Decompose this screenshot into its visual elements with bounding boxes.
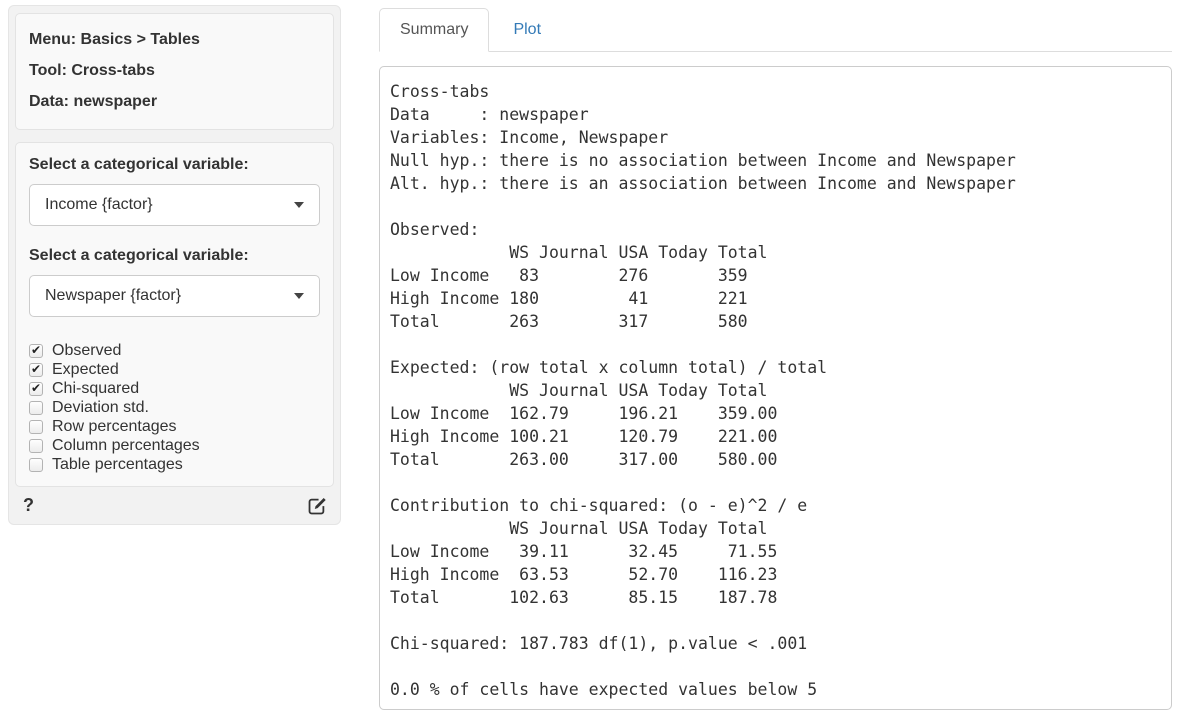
checkbox-box: [29, 400, 43, 415]
checkbox-box: ✔: [29, 381, 43, 396]
sidebar: Menu: Basics > Tables Tool: Cross-tabs D…: [8, 5, 341, 525]
variable1-select-label: Select a categorical variable:: [29, 156, 249, 173]
analysis-info-panel: Menu: Basics > Tables Tool: Cross-tabs D…: [15, 13, 334, 130]
checkbox-box: [29, 419, 43, 434]
sidebar-footer: ?: [15, 487, 334, 520]
tab-summary[interactable]: Summary: [379, 8, 490, 52]
checkbox-box: ✔: [29, 362, 43, 377]
variable2-select-label: Select a categorical variable:: [29, 247, 249, 264]
checkbox-expected[interactable]: ✔ Expected: [29, 360, 320, 379]
variable2-select-value: Newspaper {factor}: [45, 287, 182, 304]
checkbox-label: Chi-squared: [52, 379, 140, 397]
checkbox-deviation-std[interactable]: Deviation std.: [29, 398, 320, 417]
help-button[interactable]: ?: [23, 495, 34, 515]
checkbox-table-percentages[interactable]: Table percentages: [29, 455, 320, 474]
checkbox-observed[interactable]: ✔ Observed: [29, 341, 320, 360]
tab-bar: Summary Plot: [379, 8, 1172, 52]
checkbox-label: Table percentages: [52, 455, 183, 473]
menu-breadcrumb: Menu: Basics > Tables: [29, 31, 200, 48]
checkbox-label: Row percentages: [52, 417, 177, 435]
variable2-select[interactable]: Newspaper {factor}: [29, 275, 320, 317]
checkbox-label: Expected: [52, 360, 119, 378]
edit-report-icon[interactable]: [307, 495, 328, 516]
checkbox-box: ✔: [29, 343, 43, 358]
checkbox-box: [29, 457, 43, 472]
checkbox-label: Observed: [52, 341, 122, 359]
controls-panel: Select a categorical variable: Income {f…: [15, 142, 334, 487]
checkbox-chi-squared[interactable]: ✔ Chi-squared: [29, 379, 320, 398]
checkbox-box: [29, 438, 43, 453]
tab-plot[interactable]: Plot: [513, 21, 542, 38]
chevron-down-icon: [294, 202, 304, 208]
dataset-name: Data: newspaper: [29, 93, 158, 110]
summary-output-panel: Cross-tabs Data : newspaper Variables: I…: [379, 66, 1172, 710]
checkbox-row-percentages[interactable]: Row percentages: [29, 417, 320, 436]
output-options-checkbox-list: ✔ Observed ✔ Expected ✔ Chi-squared Devi…: [29, 341, 320, 474]
check-icon: ✔: [30, 381, 42, 395]
checkbox-label: Deviation std.: [52, 398, 149, 416]
checkbox-label: Column percentages: [52, 436, 200, 454]
variable1-select[interactable]: Income {factor}: [29, 184, 320, 226]
tool-name: Tool: Cross-tabs: [29, 62, 155, 79]
check-icon: ✔: [30, 343, 42, 357]
check-icon: ✔: [30, 362, 42, 376]
variable1-select-value: Income {factor}: [45, 196, 153, 213]
summary-output-text: Cross-tabs Data : newspaper Variables: I…: [390, 82, 1016, 699]
checkbox-column-percentages[interactable]: Column percentages: [29, 436, 320, 455]
chevron-down-icon: [294, 293, 304, 299]
